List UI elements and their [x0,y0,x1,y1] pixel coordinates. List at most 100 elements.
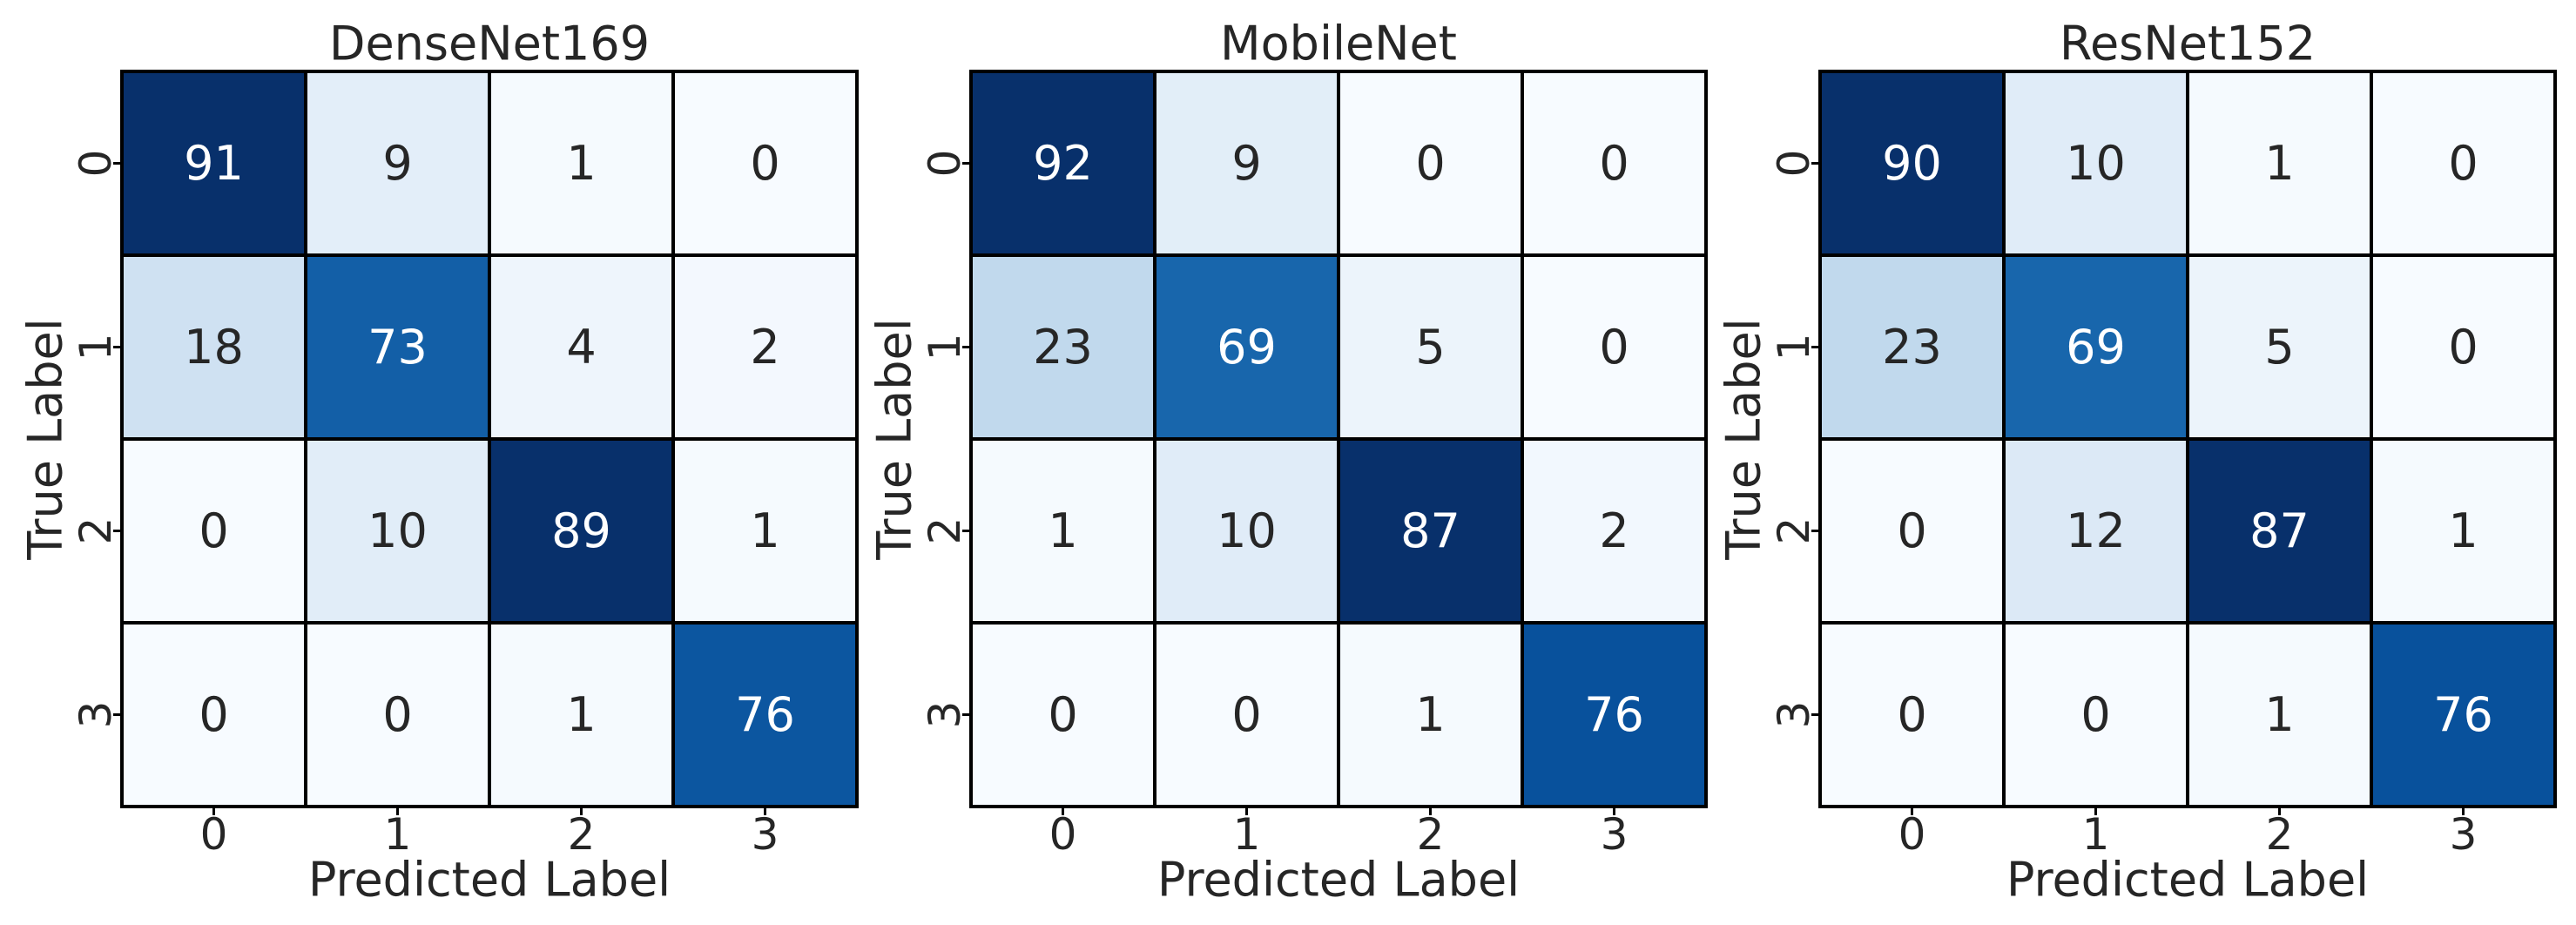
y-tick-label-resnet152-1: 1 [1769,334,1819,361]
heatmap-cell-mobilenet-r2-c1 [1153,437,1340,625]
cell-value-label-resnet152-r1-c2: 5 [2264,320,2294,375]
heatmap-cell-resnet152-r2-c1 [2002,437,2189,625]
chart-title-resnet152: ResNet152 [2060,17,2316,71]
cell-value-label-densenet169-r0-c2: 1 [566,136,596,191]
heatmap-cell-mobilenet-r0-c1 [1153,70,1340,257]
x-axis-label-mobilenet: Predicted Label [1157,853,1520,908]
cell-value-label-mobilenet-r2-c2: 87 [1400,503,1460,558]
heatmap-cell-densenet169-r1-c3 [671,253,859,441]
x-tick-label-mobilenet-3: 3 [1601,809,1629,860]
y-tick-label-resnet152-2: 2 [1769,517,1819,545]
heatmap-cell-densenet169-r3-c3 [671,621,859,808]
y-tick-label-densenet169-3: 3 [71,701,121,729]
heatmap-border-densenet169 [120,70,859,808]
cell-value-label-densenet169-r2-c2: 89 [551,503,611,558]
cell-value-label-resnet152-r2-c1: 12 [2066,503,2126,558]
x-tick-label-densenet169-1: 1 [384,809,412,860]
chart-title-mobilenet: MobileNet [1220,17,1457,71]
y-axis-label-resnet152: True Label [1716,318,1771,561]
y-tick-label-mobilenet-2: 2 [920,517,970,545]
heatmap-cell-densenet169-r2-c3 [671,437,859,625]
chart-title-densenet169: DenseNet169 [329,17,650,71]
heatmap-cell-mobilenet-r0-c0 [969,70,1157,257]
cell-value-label-densenet169-r1-c1: 73 [368,320,428,375]
cell-value-label-mobilenet-r1-c0: 23 [1033,320,1093,375]
heatmap-cell-densenet169-r3-c1 [304,621,491,808]
cell-value-label-mobilenet-r3-c0: 0 [1048,687,1077,742]
x-tick-label-mobilenet-1: 1 [1233,809,1261,860]
cell-value-label-densenet169-r2-c0: 0 [199,503,228,558]
cell-value-label-densenet169-r3-c2: 1 [566,687,596,742]
cell-value-label-mobilenet-r0-c3: 0 [1599,136,1629,191]
heatmap-cell-densenet169-r0-c0 [120,70,307,257]
cell-value-label-densenet169-r0-c1: 9 [382,136,412,191]
heatmap-cell-resnet152-r2-c0 [1818,437,2006,625]
x-tick-label-densenet169-2: 2 [568,809,596,860]
cell-value-label-mobilenet-r2-c0: 1 [1048,503,1077,558]
cell-value-label-densenet169-r1-c2: 4 [566,320,596,375]
x-tick-label-resnet152-0: 0 [1898,809,1926,860]
heatmap-cell-mobilenet-r1-c0 [969,253,1157,441]
heatmap-border-mobilenet [969,70,1708,808]
cell-value-label-densenet169-r1-c0: 18 [184,320,244,375]
x-tick-label-resnet152-2: 2 [2266,809,2294,860]
cell-value-label-resnet152-r0-c0: 90 [1882,136,1942,191]
cell-value-label-mobilenet-r0-c0: 92 [1033,136,1093,191]
y-tick-label-densenet169-1: 1 [71,334,121,361]
x-tick-label-resnet152-3: 3 [2450,809,2478,860]
y-tick-label-densenet169-0: 0 [71,150,121,178]
cell-value-label-densenet169-r3-c3: 76 [735,687,795,742]
y-tick-label-mobilenet-0: 0 [920,150,970,178]
cell-value-label-mobilenet-r3-c1: 0 [1231,687,1261,742]
x-tick-label-resnet152-1: 1 [2082,809,2110,860]
heatmap-cell-mobilenet-r1-c1 [1153,253,1340,441]
cell-value-label-resnet152-r2-c0: 0 [1897,503,1926,558]
y-axis-label-densenet169: True Label [18,318,73,561]
cell-value-label-mobilenet-r0-c1: 9 [1231,136,1261,191]
y-tick-label-mobilenet-3: 3 [920,701,970,729]
x-axis-label-resnet152: Predicted Label [2006,853,2369,908]
cell-value-label-mobilenet-r3-c2: 1 [1415,687,1445,742]
cell-value-label-mobilenet-r2-c1: 10 [1217,503,1277,558]
heatmap-cell-densenet169-r0-c1 [304,70,491,257]
y-tick-label-resnet152-3: 3 [1769,701,1819,729]
x-tick-label-mobilenet-0: 0 [1049,809,1077,860]
cell-value-label-mobilenet-r0-c2: 0 [1415,136,1445,191]
cell-value-label-densenet169-r2-c1: 10 [368,503,428,558]
cell-value-label-densenet169-r2-c3: 1 [750,503,779,558]
cell-value-label-resnet152-r3-c3: 76 [2433,687,2493,742]
heatmap-border-resnet152 [1818,70,2557,808]
y-axis-label-mobilenet: True Label [867,318,922,561]
y-tick-label-resnet152-0: 0 [1769,150,1819,178]
cell-value-label-resnet152-r1-c3: 0 [2448,320,2478,375]
x-axis-label-densenet169: Predicted Label [308,853,671,908]
cell-value-label-resnet152-r0-c2: 1 [2264,136,2294,191]
heatmap-cell-densenet169-r1-c1 [304,253,491,441]
x-tick-label-densenet169-3: 3 [752,809,779,860]
cell-value-label-resnet152-r1-c0: 23 [1882,320,1942,375]
cell-value-label-resnet152-r0-c3: 0 [2448,136,2478,191]
y-tick-label-densenet169-2: 2 [71,517,121,545]
heatmap-cell-resnet152-r3-c1 [2002,621,2189,808]
cell-value-label-resnet152-r3-c2: 1 [2264,687,2294,742]
heatmap-cell-mobilenet-r0-c2 [1337,70,1524,257]
cell-value-label-mobilenet-r3-c3: 76 [1584,687,1644,742]
cell-value-label-densenet169-r3-c1: 0 [382,687,412,742]
cell-value-label-resnet152-r3-c1: 0 [2080,687,2110,742]
x-tick-label-densenet169-0: 0 [200,809,228,860]
cell-value-label-mobilenet-r1-c1: 69 [1217,320,1277,375]
heatmap-cell-densenet169-r2-c1 [304,437,491,625]
cell-value-label-densenet169-r1-c3: 2 [750,320,779,375]
cell-value-label-mobilenet-r2-c3: 2 [1599,503,1629,558]
cell-value-label-resnet152-r3-c0: 0 [1897,687,1926,742]
cell-value-label-resnet152-r1-c1: 69 [2066,320,2126,375]
cell-value-label-resnet152-r2-c2: 87 [2249,503,2310,558]
heatmap-cell-mobilenet-r2-c3 [1521,437,1708,625]
cell-value-label-mobilenet-r1-c2: 5 [1415,320,1445,375]
y-tick-label-mobilenet-1: 1 [920,334,970,361]
x-tick-label-mobilenet-2: 2 [1417,809,1445,860]
cell-value-label-densenet169-r0-c0: 91 [184,136,244,191]
cell-value-label-densenet169-r3-c0: 0 [199,687,228,742]
